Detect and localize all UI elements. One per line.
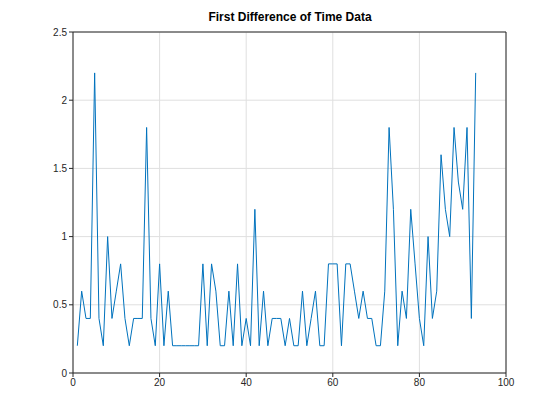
svg-text:0: 0: [70, 377, 76, 388]
svg-text:80: 80: [414, 377, 426, 388]
svg-text:2: 2: [61, 95, 67, 106]
svg-text:60: 60: [327, 377, 339, 388]
svg-text:1.5: 1.5: [53, 163, 67, 174]
html-text:First Difference of Time Data: First Difference of Time Data: [208, 10, 372, 24]
svg-text:100: 100: [498, 377, 515, 388]
svg-text:1: 1: [61, 231, 67, 242]
svg-text:2.5: 2.5: [53, 27, 67, 38]
svg-text:0.5: 0.5: [53, 299, 67, 310]
svg-text:20: 20: [154, 377, 166, 388]
svg-text:0: 0: [61, 368, 67, 379]
svg-text:40: 40: [241, 377, 253, 388]
